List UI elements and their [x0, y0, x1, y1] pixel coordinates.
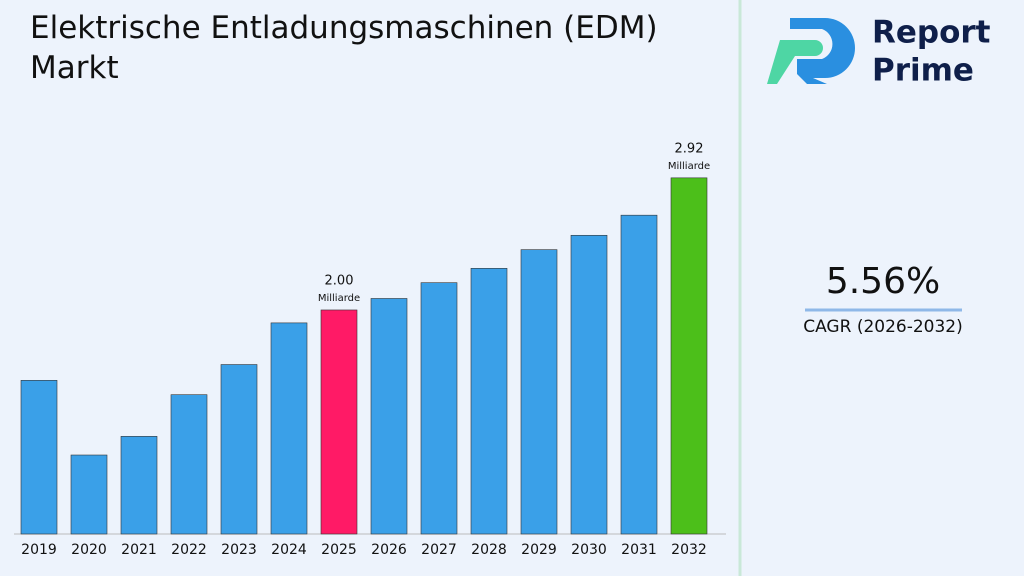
bar	[270, 322, 308, 535]
x-tick-label: 2031	[621, 542, 657, 558]
value-label: 2.92	[675, 141, 704, 156]
bar	[20, 380, 58, 535]
bar	[670, 177, 708, 535]
bar	[120, 436, 158, 535]
bar	[470, 268, 508, 535]
x-tick-label: 2024	[271, 542, 307, 558]
bar	[520, 249, 558, 535]
x-tick-label: 2029	[521, 542, 557, 558]
bar	[320, 309, 358, 535]
bar	[620, 214, 658, 535]
x-tick-label: 2023	[221, 542, 257, 558]
brand: Prime	[872, 53, 974, 89]
bar	[170, 394, 208, 535]
bar	[570, 234, 608, 535]
value-unit: Milliarde	[668, 161, 710, 172]
value-label: 2.00	[325, 273, 354, 288]
bar	[220, 364, 258, 535]
x-tick-label: 2028	[471, 542, 507, 558]
x-tick-label: 2025	[321, 542, 357, 558]
value-unit: Milliarde	[318, 293, 360, 304]
cagr-value: 5.56%	[826, 261, 940, 302]
x-tick-label: 2026	[371, 542, 407, 558]
x-tick-label: 2032	[671, 542, 707, 558]
x-tick-label: 2021	[121, 542, 157, 558]
bar	[420, 282, 458, 535]
bar	[70, 454, 108, 535]
cagr-label: CAGR (2026-2032)	[803, 317, 963, 337]
x-tick-label: 2030	[571, 542, 607, 558]
bar	[370, 298, 408, 535]
x-tick-label: 2019	[21, 542, 57, 558]
chart-title: Elektrische Entladungsmaschinen (EDM) Ma…	[30, 10, 658, 86]
x-tick-label: 2022	[171, 542, 207, 558]
x-tick-label: 2027	[421, 542, 457, 558]
brand: Report	[872, 15, 991, 51]
x-tick-label: 2020	[71, 542, 107, 558]
logo	[767, 18, 855, 84]
